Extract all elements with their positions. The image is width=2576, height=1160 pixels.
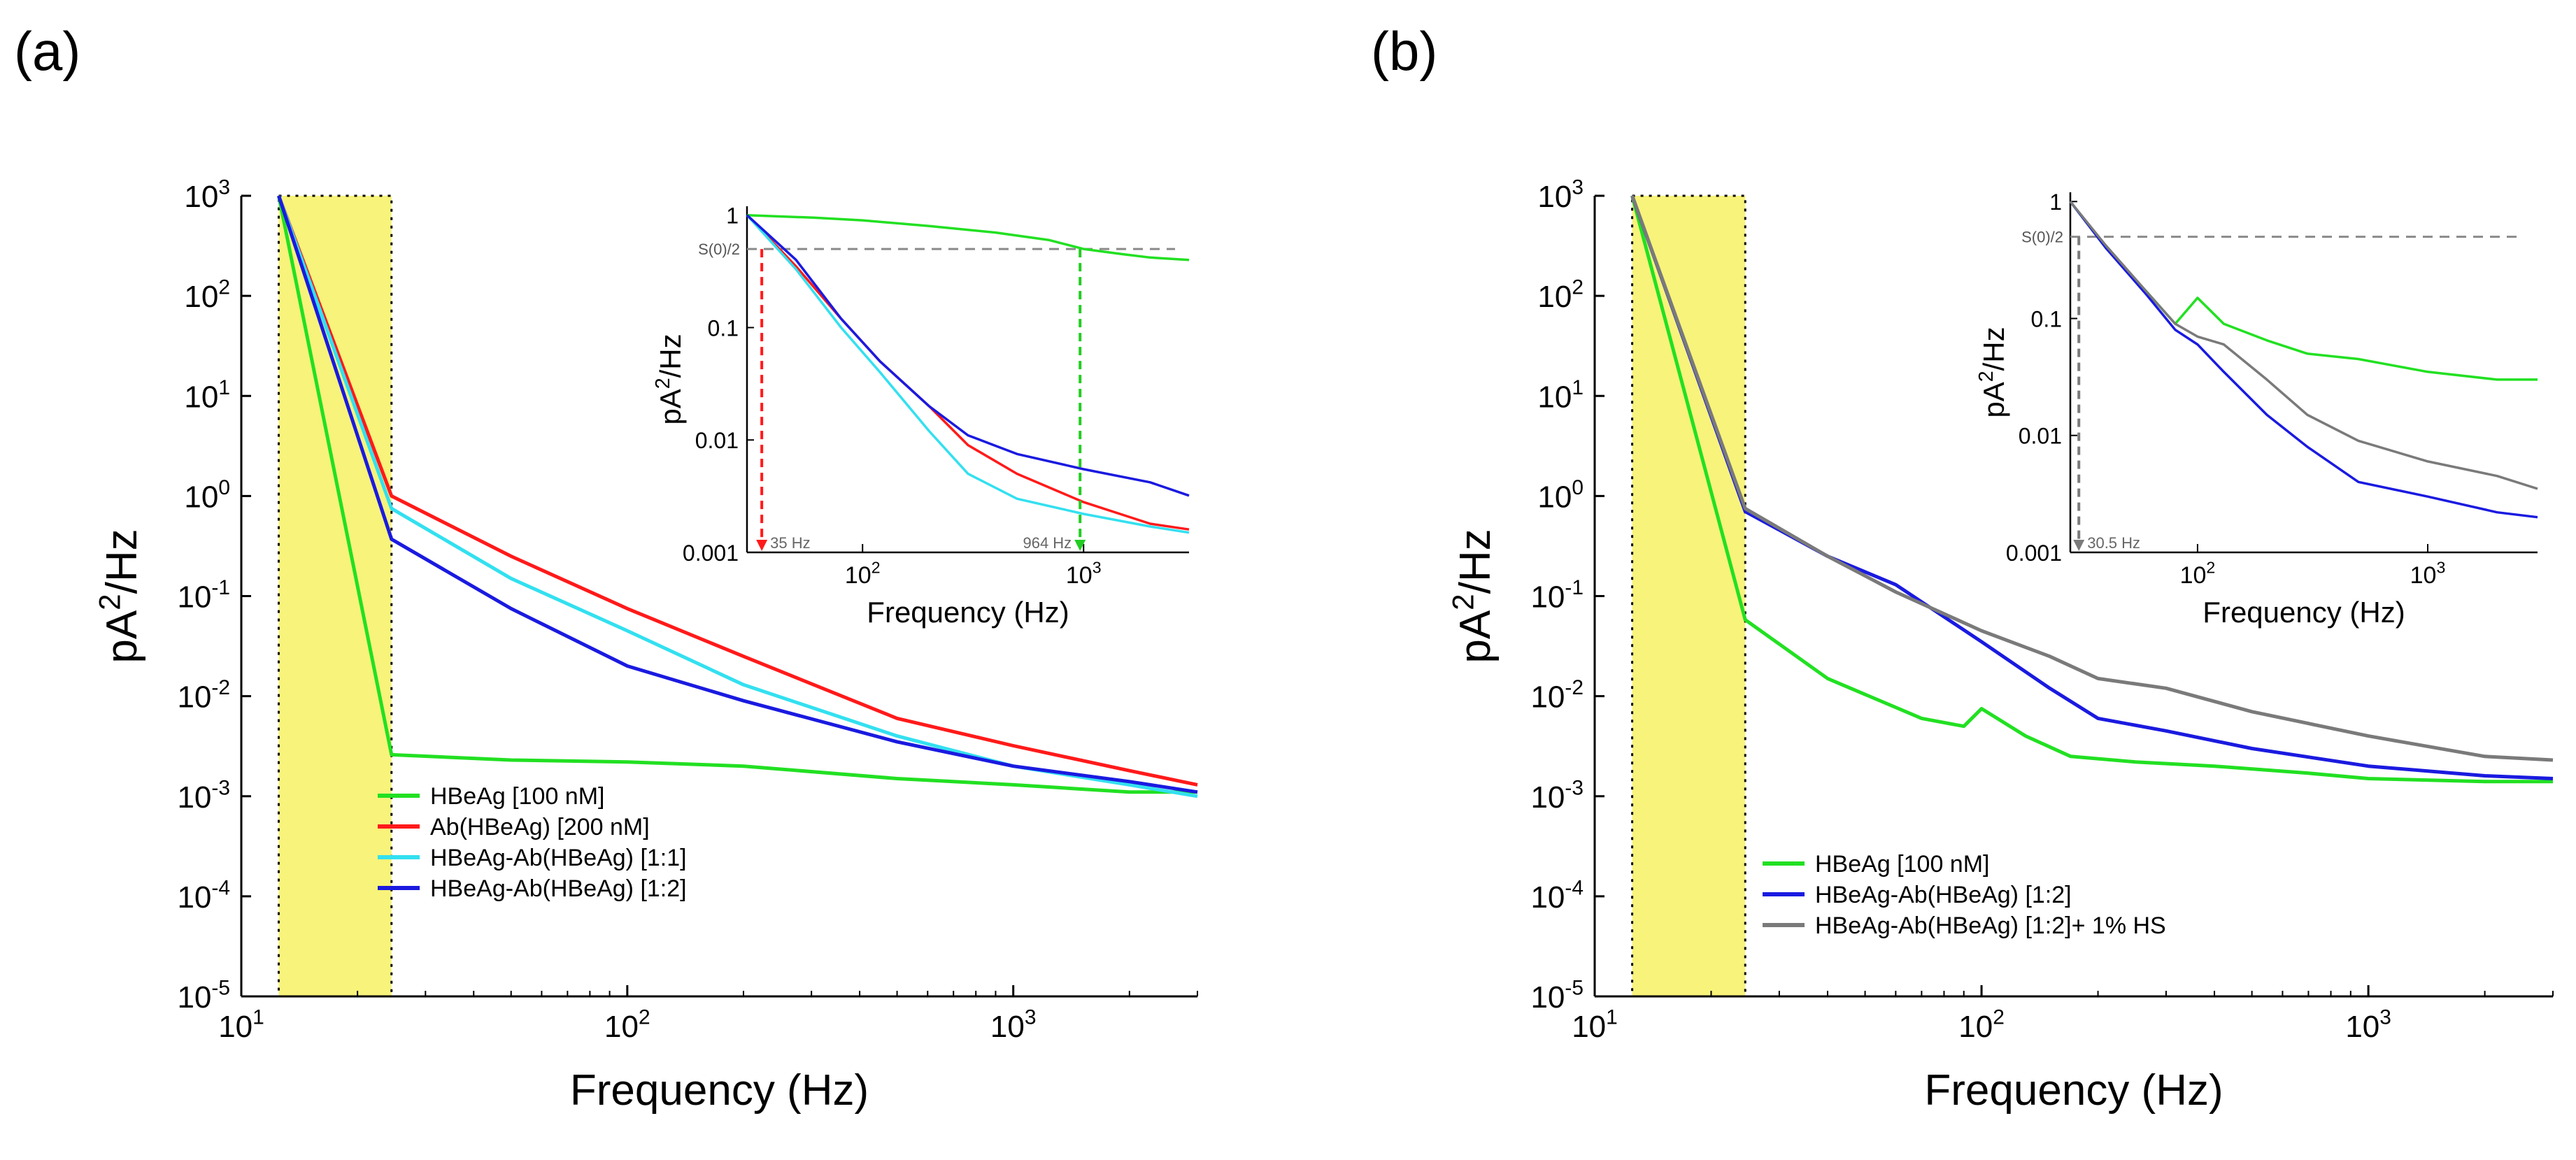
inset-y-tick-label: 0.1	[708, 315, 739, 341]
y-tick-label: 103	[184, 176, 230, 214]
legend-label: HBeAg-Ab(HBeAg) [1:2]	[1815, 882, 2072, 908]
x-tick-label: 101	[1572, 1006, 1618, 1044]
y-tick-label: 103	[1537, 176, 1584, 214]
inset-series-line-2	[2069, 201, 2538, 519]
series-line-3	[1630, 195, 2554, 762]
inset-y-tick-label: 0.01	[695, 428, 739, 453]
inset-y-tick-label: 0.01	[2019, 424, 2062, 449]
y-tick-label: 10-5	[177, 977, 230, 1015]
inset-series-line-3	[746, 214, 1190, 534]
inset-threshold-label: S(0)/2	[698, 241, 740, 258]
inset-marker-label: 964 Hz	[1023, 534, 1072, 552]
y-tick-label: 10-5	[1530, 977, 1584, 1015]
inset-marker-arrow	[1074, 540, 1086, 551]
inset-threshold-label: S(0)/2	[2021, 229, 2063, 246]
legend-label: HBeAg-Ab(HBeAg) [1:2]	[430, 875, 687, 902]
y-tick-label: 102	[184, 276, 230, 314]
legend-label: HBeAg-Ab(HBeAg) [1:2]+ 1% HS	[1815, 912, 2166, 939]
legend-label: HBeAg [100 nM]	[1815, 851, 1989, 878]
legend: HBeAg [100 nM] Ab(HBeAg) [200 nM] HBeAg-Ab…	[378, 783, 687, 902]
x-tick-label: 103	[990, 1006, 1037, 1044]
series-line-1	[277, 195, 1197, 794]
y-axis-label: pA2/Hz	[1446, 529, 1500, 663]
inset-x-tick-label: 103	[1066, 559, 1102, 589]
y-axis-label: pA2/Hz	[93, 529, 146, 663]
inset-marker-label: 30.5 Hz	[2087, 534, 2140, 552]
highlight-band	[1631, 194, 1746, 998]
inset-chart: 1 0.1 0.01 0.001 102 103 Frequency (Hz) pA2/Hz S…	[652, 203, 1190, 629]
x-tick-label: 103	[2345, 1006, 2391, 1044]
y-tick-label: 102	[1537, 276, 1584, 314]
y-tick-label: 10-2	[1530, 676, 1584, 714]
inset-series-line-4	[746, 214, 1190, 497]
series-line-2	[1630, 195, 2554, 780]
x-tick-label: 102	[604, 1006, 650, 1044]
inset-x-tick-label: 102	[2180, 559, 2216, 589]
inset-marker-label: 35 Hz	[770, 534, 810, 552]
inset-y-tick-label: 0.001	[683, 540, 739, 566]
y-tick-label: 10-4	[1530, 876, 1584, 914]
inset-x-axis-label: Frequency (Hz)	[2203, 596, 2405, 629]
inset-y-tick-label: 0.1	[2031, 306, 2062, 331]
series-line-1	[1630, 195, 2553, 784]
inset-series-line-1	[2069, 201, 2538, 381]
legend-label: HBeAg-Ab(HBeAg) [1:1]	[430, 845, 687, 871]
y-tick-label: 10-1	[1530, 576, 1584, 614]
y-tick-label: 101	[184, 376, 230, 414]
inset-x-axis-label: Frequency (Hz)	[867, 596, 1069, 629]
inset-y-axis-label: pA2/Hz	[1975, 327, 2010, 417]
inset-marker-arrow	[756, 540, 768, 551]
y-tick-label: 100	[1537, 476, 1584, 514]
y-tick-label: 10-3	[177, 776, 230, 814]
x-axis-label: Frequency (Hz)	[1924, 1066, 2223, 1115]
y-tick-label: 10-4	[177, 876, 230, 914]
y-tick-label: 101	[1537, 376, 1584, 414]
inset-marker-arrow	[2073, 540, 2085, 551]
inset-y-tick-label: 0.001	[2006, 540, 2062, 566]
inset-series-line-1	[746, 213, 1190, 262]
x-tick-label: 102	[1958, 1006, 2005, 1044]
inset-y-axis-label: pA2/Hz	[652, 334, 687, 424]
legend-label: Ab(HBeAg) [200 nM]	[430, 814, 650, 840]
inset-y-tick-label: 1	[2049, 189, 2062, 215]
inset-series-line-3	[2069, 201, 2538, 490]
inset-series-line-2	[746, 214, 1190, 531]
series-line-2	[277, 195, 1198, 787]
legend: HBeAg [100 nM] HBeAg-Ab(HBeAg) [1:2] HBeAg…	[1763, 851, 2166, 939]
inset-x-tick-label: 102	[845, 559, 881, 589]
x-axis-label: Frequency (Hz)	[570, 1066, 869, 1115]
y-tick-label: 10-1	[177, 576, 230, 614]
series-line-3	[277, 195, 1198, 799]
inset-x-tick-label: 103	[2410, 559, 2446, 589]
y-tick-label: 100	[184, 476, 230, 514]
legend-label: HBeAg [100 nM]	[430, 783, 604, 810]
x-tick-label: 101	[218, 1006, 264, 1044]
y-tick-label: 10-2	[177, 676, 230, 714]
series-line-4	[277, 195, 1198, 794]
panel-b-label: (b)	[1371, 20, 1437, 82]
highlight-band	[277, 194, 393, 998]
inset-y-tick-label: 1	[726, 203, 739, 229]
y-tick-label: 10-3	[1530, 776, 1584, 814]
panel-a-label: (a)	[14, 20, 80, 82]
